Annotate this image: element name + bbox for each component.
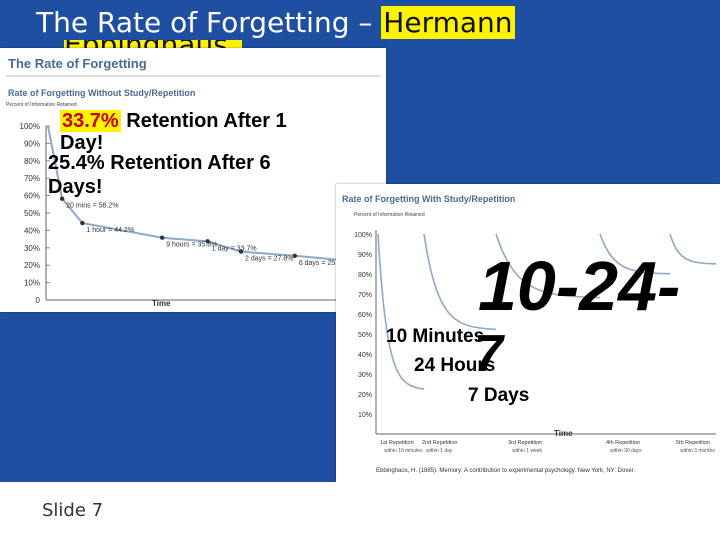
chart1-y-tick: 70%: [24, 174, 40, 183]
chart1-y-tick: 20%: [24, 261, 40, 270]
chart1-y-tick: 10%: [24, 279, 40, 288]
chart1-y-tick: 80%: [24, 157, 40, 166]
chart1-ylabel: Percent of Information Retained: [6, 102, 77, 108]
title-highlight: Hermann: [381, 6, 515, 39]
chart2-y-tick: 40%: [358, 352, 372, 359]
chart1-title: The Rate of Forgetting: [8, 56, 147, 71]
chart1-svg: The Rate of Forgetting Rate of Forgettin…: [6, 56, 394, 308]
chart1-y-tick: 40%: [24, 226, 40, 235]
interval-2: 24 Hours: [414, 355, 496, 376]
chart1-point-label: 1 day = 33.7%: [212, 245, 257, 252]
chart2-rep-label: 2nd Repetition: [422, 440, 457, 446]
interval-1: 10 Minutes: [386, 326, 485, 347]
chart2-rep-sub: within 10 minutes: [384, 448, 423, 454]
chart1-point-label: 6 days = 25.4%: [299, 260, 347, 267]
chart2-y-tick: 90%: [358, 252, 372, 259]
chart1-xlabel: Time: [152, 299, 171, 308]
chart1-point: [205, 239, 210, 244]
chart2-title: Rate of Forgetting With Study/Repetition: [342, 194, 515, 204]
chart2-citation: Ebbinghaus, H. (1885). Memory: A contrib…: [376, 468, 635, 474]
chart1-point-label: 20 mins = 58.2%: [66, 203, 118, 210]
stat2: 25.4% Retention After 6: [48, 152, 271, 174]
chart2-curve: [599, 233, 670, 275]
chart2-y-tick: 70%: [358, 292, 372, 299]
chart1-point-label: 1 hour = 44.2%: [86, 227, 134, 234]
chart2-xlabel: Time: [554, 429, 573, 438]
stat1-line2: Day!: [60, 132, 104, 154]
chart2-curve: [423, 233, 497, 331]
chart2-y-tick: 80%: [358, 272, 372, 279]
stat1: 33.7% Retention After 1: [60, 110, 287, 132]
chart2-svg: Rate of Forgetting With Study/Repetition…: [342, 194, 716, 474]
slide-number: Slide 7: [42, 500, 104, 521]
chart1-y-tick: 30%: [24, 244, 40, 253]
chart2-rep-label: 4th Repetition: [606, 440, 640, 446]
stat1-text: Retention After 1: [126, 110, 287, 132]
chart-without-repetition: The Rate of Forgetting Rate of Forgettin…: [0, 48, 394, 312]
chart2-y-tick: 50%: [358, 332, 372, 339]
interval-3: 7 Days: [468, 385, 530, 406]
slide-title: The Rate of Forgetting – Hermann: [36, 6, 515, 39]
chart2-rep-sub: within 30 days: [610, 448, 642, 454]
chart2-rep-label: 3rd Repetition: [508, 440, 542, 446]
stat1-value: 33.7%: [60, 110, 121, 132]
chart1-point-label: 2 days = 27.8%: [245, 256, 293, 263]
chart2-rep-sub: within 3 months: [680, 448, 715, 454]
chart1-y-tick: 50%: [24, 209, 40, 218]
chart1-points: 20 mins = 58.2% 1 hour = 44.2% 9 hours = 3…: [59, 196, 394, 274]
chart2-repetitions: 1st Repetition within 10 minutes 2nd Repet…: [380, 440, 715, 454]
chart2-rep-label: 5th Repetition: [676, 440, 710, 446]
chart1-point: [238, 249, 244, 254]
chart2-ylabel: Percent of Information Retained: [354, 212, 425, 218]
chart1-point: [292, 253, 298, 259]
chart2-curve: [669, 233, 716, 265]
big-label: 10-24-: [478, 247, 681, 325]
chart2-y-tick: 100%: [354, 232, 372, 239]
chart2-curve: [495, 233, 601, 299]
chart1-y-tick: 60%: [24, 192, 40, 201]
chart1-point: [159, 235, 165, 240]
stat2-line2: Days!: [48, 176, 103, 198]
chart1-curve: [47, 125, 377, 265]
chart1-y-tick: 90%: [24, 139, 40, 148]
chart1-y-tick: 0: [36, 296, 41, 305]
big-label-2: 7: [474, 325, 503, 383]
chart2-y-tick: 60%: [358, 312, 372, 319]
chart1-point-label: 9 hours = 35.8%: [166, 242, 217, 249]
chart1-y-tick: 100%: [20, 122, 40, 131]
chart2-y-ticks: 100% 90% 80% 70% 60% 50% 40% 30% 20% 10%: [354, 232, 372, 419]
chart2-y-tick: 20%: [358, 392, 372, 399]
chart2-y-tick: 10%: [358, 412, 372, 419]
chart1-y-ticks: 100% 90% 80% 70% 60% 50% 40% 30% 20% 10% 0: [20, 122, 50, 305]
chart1-point: [80, 220, 85, 226]
chart2-rep-sub: within 1 week: [512, 448, 543, 454]
slide-footer: [0, 482, 720, 540]
chart2-rep-sub: within 1 day: [426, 448, 453, 454]
chart1-point: [59, 196, 65, 201]
chart1-subtitle: Rate of Forgetting Without Study/Repetit…: [8, 88, 195, 98]
chart2-curve: [377, 233, 425, 390]
chart2-rep-label: 1st Repetition: [380, 440, 414, 446]
chart2-y-tick: 30%: [358, 372, 372, 379]
chart-with-repetition: Rate of Forgetting With Study/Repetition…: [336, 184, 720, 482]
chart2-curves: [377, 233, 716, 390]
